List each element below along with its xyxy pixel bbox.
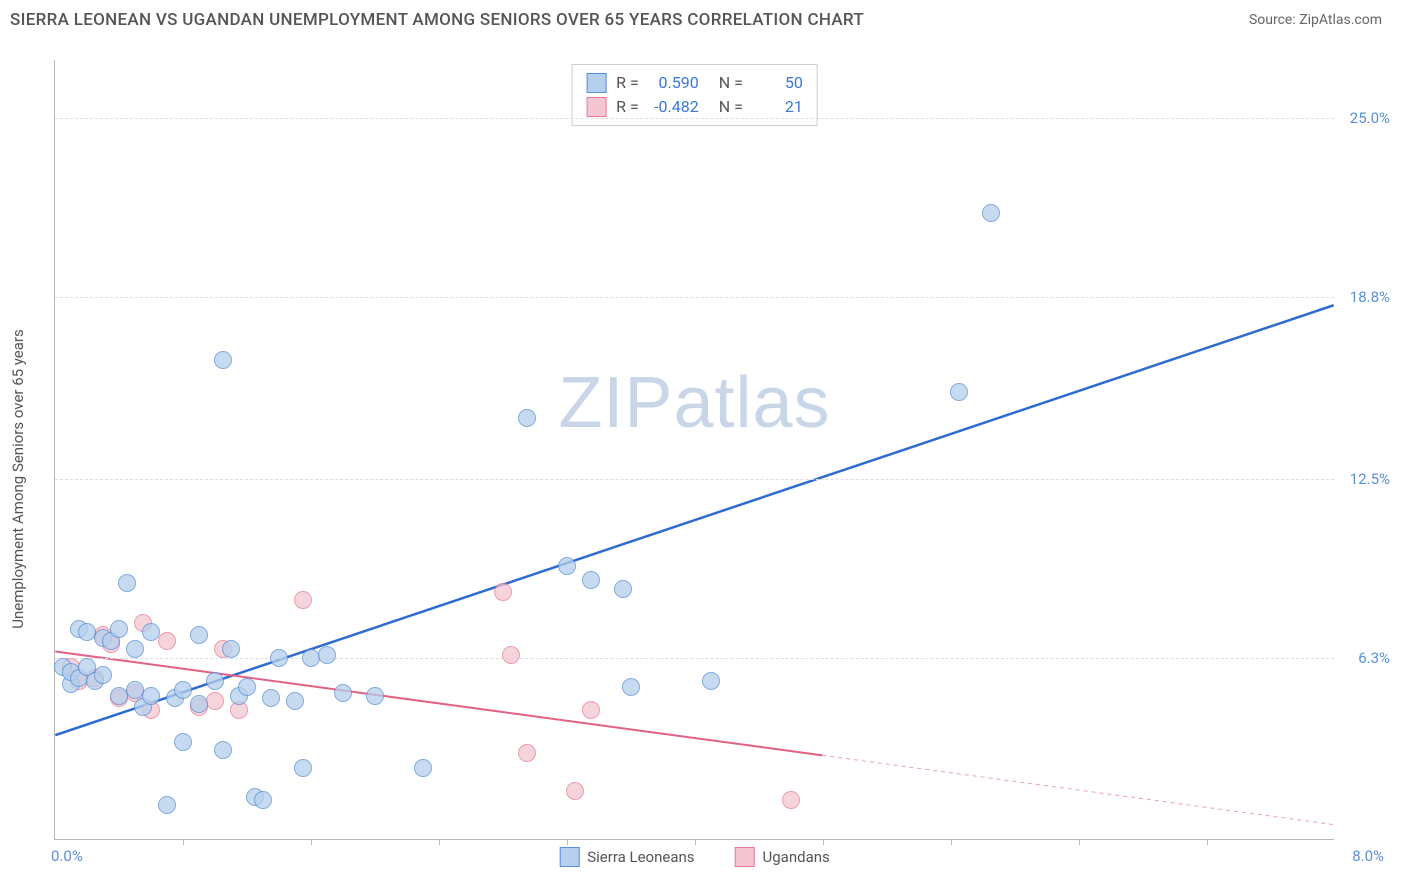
swatch-icon xyxy=(586,73,606,93)
scatter-point-blue xyxy=(334,684,352,702)
r-value: 0.590 xyxy=(647,71,699,95)
scatter-point-blue xyxy=(254,791,272,809)
scatter-point-blue xyxy=(142,623,160,641)
gridline xyxy=(55,297,1334,298)
scatter-point-blue xyxy=(206,672,224,690)
r-label: R = xyxy=(616,71,639,95)
scatter-point-blue xyxy=(110,620,128,638)
scatter-point-blue xyxy=(302,649,320,667)
x-max-label: 8.0% xyxy=(1352,847,1384,865)
scatter-point-pink xyxy=(502,646,520,664)
n-label: N = xyxy=(719,95,743,119)
legend-label: Ugandans xyxy=(763,848,830,866)
n-value: 50 xyxy=(751,71,803,95)
swatch-icon xyxy=(559,847,579,867)
x-tick-mark xyxy=(951,839,952,845)
x-tick-mark xyxy=(1207,839,1208,845)
legend-item: Ugandans xyxy=(735,847,830,867)
chart-container: Unemployment Among Seniors over 65 years… xyxy=(50,60,1390,880)
scatter-point-blue xyxy=(366,687,384,705)
scatter-point-blue xyxy=(262,689,280,707)
scatter-point-pink xyxy=(158,632,176,650)
x-origin-label: 0.0% xyxy=(51,847,83,865)
trend-lines xyxy=(55,60,1334,839)
correlation-row: R = 0.590 N = 50 xyxy=(586,71,803,95)
scatter-point-blue xyxy=(214,351,232,369)
scatter-point-blue xyxy=(582,571,600,589)
scatter-point-blue xyxy=(622,678,640,696)
scatter-point-pink xyxy=(566,782,584,800)
scatter-point-blue xyxy=(286,692,304,710)
legend-label: Sierra Leoneans xyxy=(587,848,694,866)
scatter-point-pink xyxy=(494,583,512,601)
x-tick-mark xyxy=(823,839,824,845)
watermark: ZIPatlas xyxy=(558,362,830,444)
scatter-point-blue xyxy=(982,204,1000,222)
scatter-point-blue xyxy=(222,640,240,658)
x-tick-mark xyxy=(183,839,184,845)
scatter-point-blue xyxy=(702,672,720,690)
y-tick-label: 18.8% xyxy=(1350,288,1390,306)
scatter-point-blue xyxy=(118,574,136,592)
scatter-point-pink xyxy=(582,701,600,719)
scatter-point-pink xyxy=(206,692,224,710)
x-tick-mark xyxy=(1079,839,1080,845)
scatter-point-blue xyxy=(214,741,232,759)
n-value: 21 xyxy=(751,95,803,119)
scatter-point-blue xyxy=(126,640,144,658)
scatter-point-blue xyxy=(142,687,160,705)
scatter-point-blue xyxy=(174,733,192,751)
x-tick-mark xyxy=(439,839,440,845)
scatter-point-blue xyxy=(94,666,112,684)
scatter-point-pink xyxy=(782,791,800,809)
scatter-point-pink xyxy=(294,591,312,609)
scatter-point-blue xyxy=(190,626,208,644)
legend-item: Sierra Leoneans xyxy=(559,847,694,867)
scatter-point-blue xyxy=(294,759,312,777)
gridline xyxy=(55,118,1334,119)
scatter-point-blue xyxy=(190,695,208,713)
correlation-row: R = -0.482 N = 21 xyxy=(586,95,803,119)
r-value: -0.482 xyxy=(647,95,699,119)
correlation-box: R = 0.590 N = 50 R = -0.482 N = 21 xyxy=(571,64,818,126)
x-tick-mark xyxy=(311,839,312,845)
y-tick-label: 6.3% xyxy=(1358,649,1390,667)
x-tick-mark xyxy=(567,839,568,845)
scatter-point-blue xyxy=(318,646,336,664)
source-label: Source: ZipAtlas.com xyxy=(1249,12,1382,28)
scatter-point-blue xyxy=(158,796,176,814)
gridline xyxy=(55,479,1334,480)
y-axis-label: Unemployment Among Seniors over 65 years xyxy=(9,329,27,628)
y-tick-label: 25.0% xyxy=(1350,109,1390,127)
y-tick-label: 12.5% xyxy=(1350,470,1390,488)
scatter-point-blue xyxy=(174,681,192,699)
swatch-icon xyxy=(586,97,606,117)
scatter-point-blue xyxy=(270,649,288,667)
legend: Sierra Leoneans Ugandans xyxy=(559,847,830,867)
chart-title: SIERRA LEONEAN VS UGANDAN UNEMPLOYMENT A… xyxy=(10,10,864,30)
plot-area: ZIPatlas R =0.590N =50R =-0.482N =21 0.0… xyxy=(54,60,1334,840)
r-label: R = xyxy=(616,95,639,119)
scatter-point-blue xyxy=(558,557,576,575)
scatter-point-blue xyxy=(950,383,968,401)
scatter-point-blue xyxy=(414,759,432,777)
scatter-point-blue xyxy=(518,409,536,427)
swatch-icon xyxy=(735,847,755,867)
n-label: N = xyxy=(719,71,743,95)
scatter-point-blue xyxy=(238,678,256,696)
scatter-point-pink xyxy=(518,744,536,762)
x-tick-mark xyxy=(695,839,696,845)
scatter-point-blue xyxy=(614,580,632,598)
gridline xyxy=(55,658,1334,659)
